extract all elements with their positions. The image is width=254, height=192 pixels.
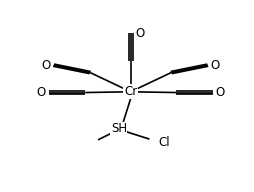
Text: Cr: Cr xyxy=(124,85,137,98)
Text: O: O xyxy=(41,59,51,72)
Text: O: O xyxy=(135,27,144,40)
Text: O: O xyxy=(215,86,224,99)
Text: SH: SH xyxy=(110,122,126,135)
Text: O: O xyxy=(36,86,45,99)
Text: O: O xyxy=(210,59,219,72)
Text: Cl: Cl xyxy=(158,136,169,149)
